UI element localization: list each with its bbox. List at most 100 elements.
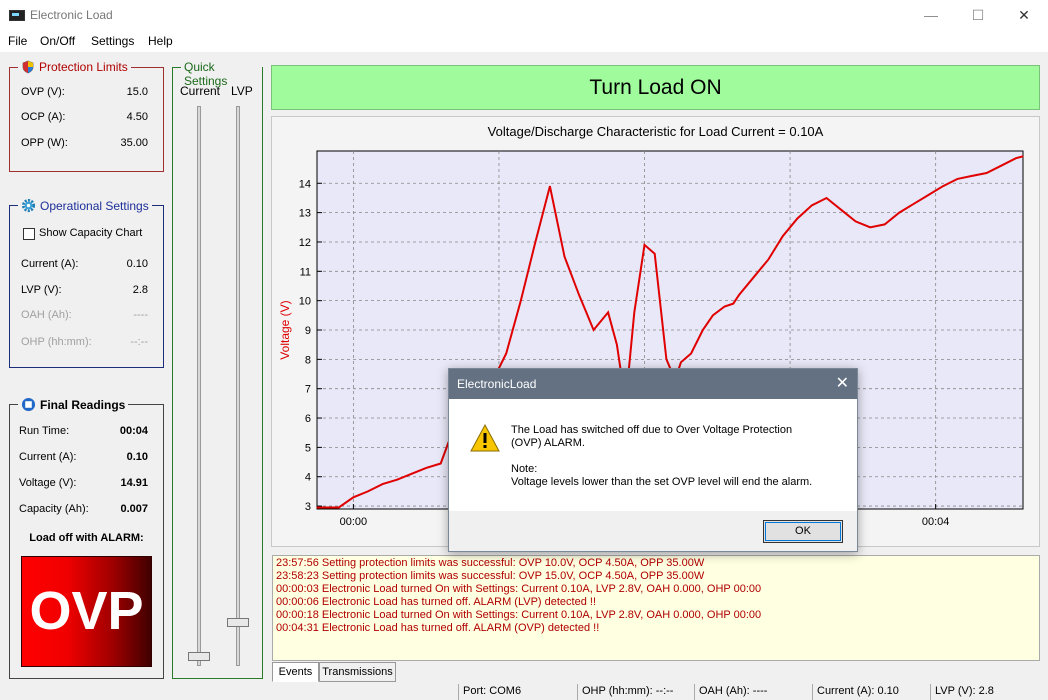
ovp-label: OVP (V): xyxy=(21,86,65,98)
menu-help[interactable]: Help xyxy=(148,34,173,48)
runtime-value: 00:04 xyxy=(119,425,148,437)
dialog-footer: OK xyxy=(449,511,857,551)
close-button[interactable]: ✕ xyxy=(1018,7,1030,23)
ocp-label: OCP (A): xyxy=(21,111,66,123)
log-line: 00:00:03 Electronic Load turned On with … xyxy=(276,583,762,595)
status-oah: OAH (Ah): ---- xyxy=(694,684,812,700)
dialog-ok-button[interactable]: OK xyxy=(763,520,843,543)
ocp-value: 4.50 xyxy=(126,111,148,123)
menu-onoff[interactable]: On/Off xyxy=(40,34,76,48)
data-point xyxy=(381,483,384,485)
data-point xyxy=(1000,165,1002,167)
data-point xyxy=(702,329,704,331)
data-point xyxy=(927,194,930,196)
status-bar: Port: COM6 OHP (hh:mm): --:-- OAH (Ah): … xyxy=(0,682,1048,700)
dialog-message-line1: The Load has switched off due to Over Vo… xyxy=(511,424,793,436)
data-point xyxy=(680,361,682,363)
lvp-setting-value: 2.8 xyxy=(132,284,148,296)
data-point xyxy=(505,352,507,355)
data-point xyxy=(549,185,551,187)
dialog-title: ElectronicLoad xyxy=(457,377,537,391)
log-line: 23:58:23 Setting protection limits was s… xyxy=(276,570,705,582)
turn-load-on-button[interactable]: Turn Load ON xyxy=(271,65,1040,110)
operational-settings-title: Operational Settings xyxy=(18,198,152,213)
operational-settings-group: Operational Settings Show Capacity Chart… xyxy=(9,198,164,368)
alarm-dialog: ElectronicLoad ✕ The Load has switched o… xyxy=(448,368,858,552)
warning-icon xyxy=(470,423,500,452)
data-point xyxy=(338,506,340,509)
tab-events[interactable]: Events xyxy=(272,662,319,682)
data-point xyxy=(352,496,354,498)
show-capacity-checkbox[interactable] xyxy=(23,228,35,240)
tab-transmissions[interactable]: Transmissions xyxy=(319,662,396,682)
app-icon xyxy=(9,10,25,21)
ovp-value: 15.0 xyxy=(126,86,148,98)
dialog-note-label: Note: xyxy=(511,463,538,475)
lvp-slider-thumb[interactable] xyxy=(227,618,249,628)
data-point xyxy=(396,479,398,481)
event-log[interactable]: 23:57:56 Setting protection limits was s… xyxy=(272,555,1040,661)
final-capacity-value: 0.007 xyxy=(120,503,148,515)
alarm-label: Load off with ALARM: xyxy=(29,532,144,544)
current-slider-thumb[interactable] xyxy=(188,652,210,661)
data-point xyxy=(796,217,799,220)
data-point xyxy=(643,244,646,246)
data-point xyxy=(633,311,635,313)
data-point xyxy=(971,175,973,177)
gear-icon xyxy=(21,198,36,213)
data-point xyxy=(578,294,580,296)
minimize-button[interactable]: — xyxy=(924,7,938,23)
lvp-slider-track[interactable] xyxy=(236,106,240,666)
title-bar: Electronic Load — ☐ ✕ xyxy=(0,0,1048,30)
data-point xyxy=(913,203,915,205)
data-point xyxy=(411,473,413,475)
protection-limits-title: Protection Limits xyxy=(18,60,131,74)
x-tick-label: 00:00 xyxy=(340,516,368,528)
y-tick-label: 6 xyxy=(305,413,311,425)
y-tick-label: 12 xyxy=(299,237,311,249)
maximize-button[interactable]: ☐ xyxy=(971,7,985,23)
ohp-setting-label: OHP (hh:mm): xyxy=(21,336,92,348)
log-line: 00:04:31 Electronic Load has turned off.… xyxy=(276,622,600,634)
y-tick-label: 8 xyxy=(305,354,311,366)
window-title: Electronic Load xyxy=(30,8,113,22)
opp-label: OPP (W): xyxy=(21,137,68,149)
data-point xyxy=(1015,157,1017,159)
data-point xyxy=(654,253,656,255)
status-current: Current (A): 0.10 xyxy=(812,684,930,700)
lvp-setting-label: LVP (V): xyxy=(21,284,62,296)
log-line: 00:00:06 Electronic Load has turned off.… xyxy=(276,596,597,608)
quick-lvp-label: LVP xyxy=(231,84,253,98)
data-point xyxy=(869,226,871,228)
status-ohp: OHP (hh:mm): --:-- xyxy=(577,684,694,700)
menu-settings[interactable]: Settings xyxy=(91,34,135,48)
data-point xyxy=(884,223,886,225)
alarm-indicator: OVP xyxy=(21,556,152,667)
quick-settings-title: Quick Settings xyxy=(181,60,262,88)
status-lvp: LVP (V): 2.8 xyxy=(930,684,1046,700)
dialog-message-line2: (OVP) ALARM. xyxy=(511,437,585,449)
data-point xyxy=(942,185,944,187)
data-point xyxy=(732,303,734,305)
current-setting-value: 0.10 xyxy=(126,258,148,270)
y-tick-label: 10 xyxy=(299,296,311,308)
voltage-chart: 3456789101112131400:0000:0100:0200:0300:… xyxy=(278,150,1024,528)
data-point xyxy=(520,300,522,302)
current-slider-track[interactable] xyxy=(197,106,201,666)
chart-title: Voltage/Discharge Characteristic for Loa… xyxy=(487,124,824,139)
current-setting-label: Current (A): xyxy=(21,258,79,270)
data-point xyxy=(607,311,609,313)
menu-file[interactable]: File xyxy=(8,34,28,48)
dialog-close-button[interactable]: ✕ xyxy=(835,375,849,392)
status-port: Port: COM6 xyxy=(458,684,576,700)
dialog-header: ElectronicLoad ✕ xyxy=(449,369,857,399)
data-point xyxy=(1022,155,1024,157)
data-point xyxy=(986,172,988,174)
show-capacity-label: Show Capacity Chart xyxy=(39,227,143,239)
final-current-value: 0.10 xyxy=(126,451,148,463)
y-axis-label: Voltage (V) xyxy=(278,300,292,359)
data-point xyxy=(855,220,857,222)
data-point xyxy=(616,344,618,346)
data-point xyxy=(690,352,692,355)
data-point xyxy=(840,209,842,211)
